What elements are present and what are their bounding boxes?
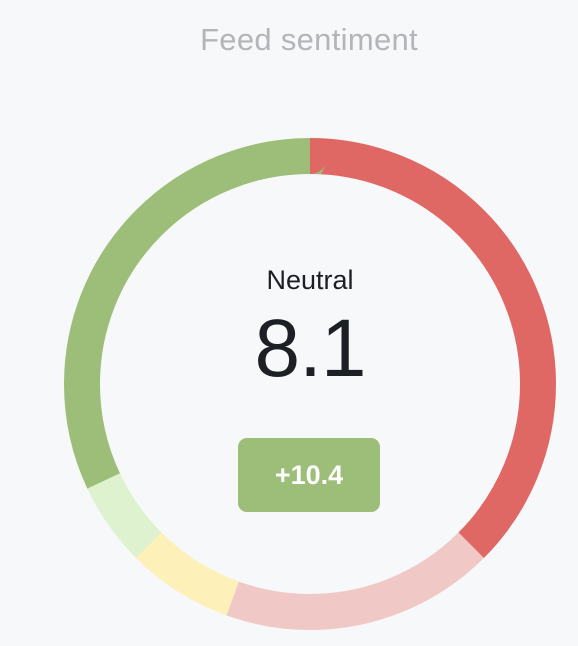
change-badge: +10.4 [238, 438, 380, 512]
center-summary: Neutral 8.1 [210, 262, 410, 394]
donut-segments [64, 138, 556, 630]
sentiment-label: Neutral [266, 265, 354, 295]
sentiment-score: 8.1 [254, 303, 367, 394]
widget-title: Feed sentiment [200, 22, 418, 57]
donut-segment-2 [64, 138, 556, 630]
donut-segment-5 [64, 138, 556, 630]
